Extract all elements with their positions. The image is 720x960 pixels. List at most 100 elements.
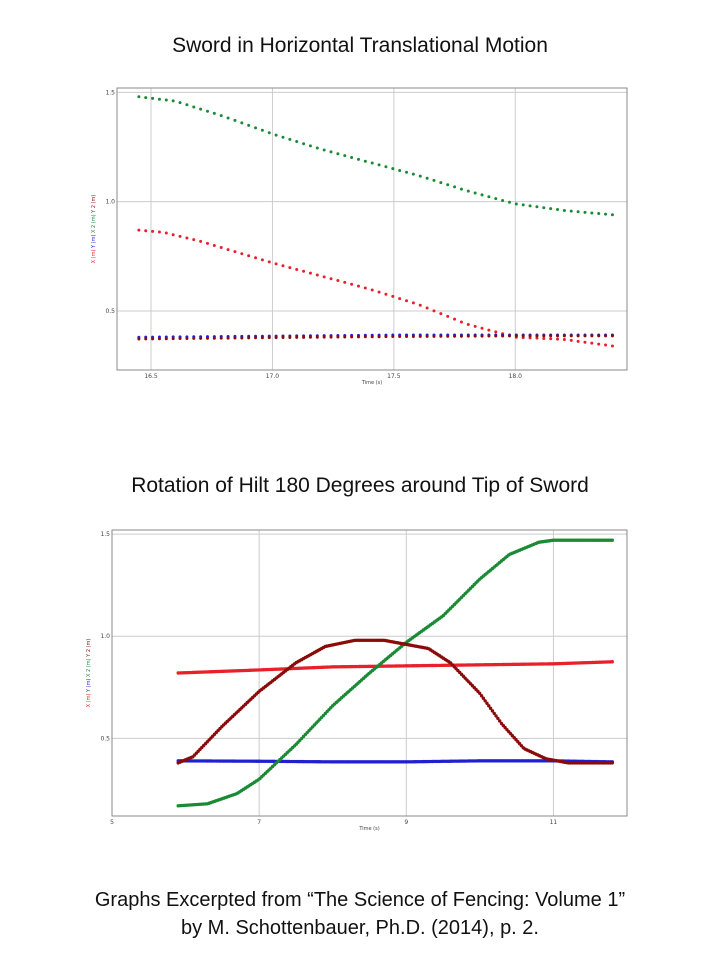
data-point xyxy=(343,280,347,284)
data-point xyxy=(171,99,175,103)
series-x-2-m xyxy=(137,95,614,217)
data-point xyxy=(473,324,477,328)
data-point xyxy=(356,335,360,339)
data-point xyxy=(497,719,502,723)
data-point xyxy=(432,334,436,338)
data-point xyxy=(439,334,443,338)
data-point xyxy=(425,306,429,310)
data-point xyxy=(466,323,470,327)
data-point xyxy=(583,340,587,344)
data-point xyxy=(164,98,168,102)
data-point xyxy=(377,163,381,167)
y-axis-label-part: X (m) xyxy=(91,250,97,264)
data-point xyxy=(260,128,264,132)
data-point xyxy=(569,338,573,342)
data-point xyxy=(356,284,360,288)
data-point xyxy=(247,254,251,258)
data-point xyxy=(418,303,422,307)
data-point xyxy=(439,312,443,316)
data-point xyxy=(590,341,594,345)
data-point xyxy=(157,230,161,234)
data-point xyxy=(315,273,319,277)
data-point xyxy=(281,336,285,340)
data-point xyxy=(418,334,422,338)
x-axis-label: Time (s) xyxy=(361,380,382,386)
data-point xyxy=(226,116,230,120)
plot-frame xyxy=(111,529,628,817)
data-point xyxy=(480,326,484,330)
data-point xyxy=(480,193,484,197)
data-point xyxy=(199,107,203,111)
data-point xyxy=(549,334,553,338)
plot-area: 5 7 9 11 0.5 1.0 1.5 Time (s) X (m) Y (m) X 2 (m… xyxy=(86,529,628,832)
data-point xyxy=(610,344,614,348)
data-point xyxy=(604,343,608,347)
plot-area: 16.5 17.0 17.5 18.0 0.5 1.0 1.5 Time (s) X (m) Y… xyxy=(91,87,628,386)
data-point xyxy=(576,210,580,214)
data-point xyxy=(562,337,566,341)
data-point xyxy=(295,267,299,271)
data-point xyxy=(597,342,601,346)
data-point xyxy=(329,150,333,154)
data-point xyxy=(205,241,209,245)
data-point xyxy=(185,236,189,240)
data-point xyxy=(185,336,189,340)
x-tick-label: 16.5 xyxy=(144,373,158,380)
data-point xyxy=(590,211,594,215)
data-point xyxy=(487,334,491,338)
y-axis-label: X (m) Y (m) X 2 (m) Y 2 (m) xyxy=(86,639,92,708)
data-point xyxy=(240,252,244,256)
data-point xyxy=(233,336,237,340)
data-point xyxy=(542,206,546,210)
x-tick-label: 11 xyxy=(550,819,558,826)
data-point xyxy=(363,335,367,339)
data-point xyxy=(610,334,614,338)
data-point xyxy=(459,320,463,324)
data-point xyxy=(288,137,292,141)
data-point xyxy=(343,335,347,339)
data-point xyxy=(453,185,457,189)
data-point xyxy=(274,336,278,340)
data-point xyxy=(391,167,395,171)
data-point xyxy=(267,336,271,340)
data-point xyxy=(336,152,340,156)
data-point xyxy=(281,264,285,268)
data-point xyxy=(178,337,182,341)
data-point xyxy=(302,335,306,339)
data-point xyxy=(405,334,409,338)
data-point xyxy=(144,96,148,100)
data-point xyxy=(322,275,326,279)
data-point xyxy=(254,256,258,260)
data-point xyxy=(295,140,299,144)
data-point xyxy=(492,711,496,716)
data-point xyxy=(569,334,573,338)
data-point xyxy=(171,233,175,237)
data-point xyxy=(569,209,573,213)
data-point xyxy=(350,155,354,159)
y-axis-label-part: X 2 (m) xyxy=(86,658,92,678)
plot-frame xyxy=(116,87,628,371)
x-tick-label: 9 xyxy=(404,819,408,826)
data-point xyxy=(411,301,415,305)
data-point xyxy=(302,269,306,273)
y-axis-label-part: Y (m) xyxy=(91,235,97,250)
data-point xyxy=(494,197,498,201)
data-point xyxy=(610,213,614,217)
data-point xyxy=(411,334,415,338)
data-point xyxy=(350,335,354,339)
data-point xyxy=(490,709,495,713)
data-point xyxy=(483,699,487,703)
data-point xyxy=(478,691,482,695)
data-point xyxy=(604,334,608,338)
data-point xyxy=(164,231,168,235)
y-tick-label: 1.0 xyxy=(105,199,115,206)
data-point xyxy=(377,335,381,339)
data-point xyxy=(233,250,237,254)
x-tick-label: 18.0 xyxy=(509,373,523,380)
data-point xyxy=(212,111,216,115)
data-point xyxy=(192,105,196,109)
data-point xyxy=(507,334,511,338)
data-point xyxy=(137,337,141,341)
data-point xyxy=(205,336,209,340)
data-point xyxy=(144,337,148,341)
